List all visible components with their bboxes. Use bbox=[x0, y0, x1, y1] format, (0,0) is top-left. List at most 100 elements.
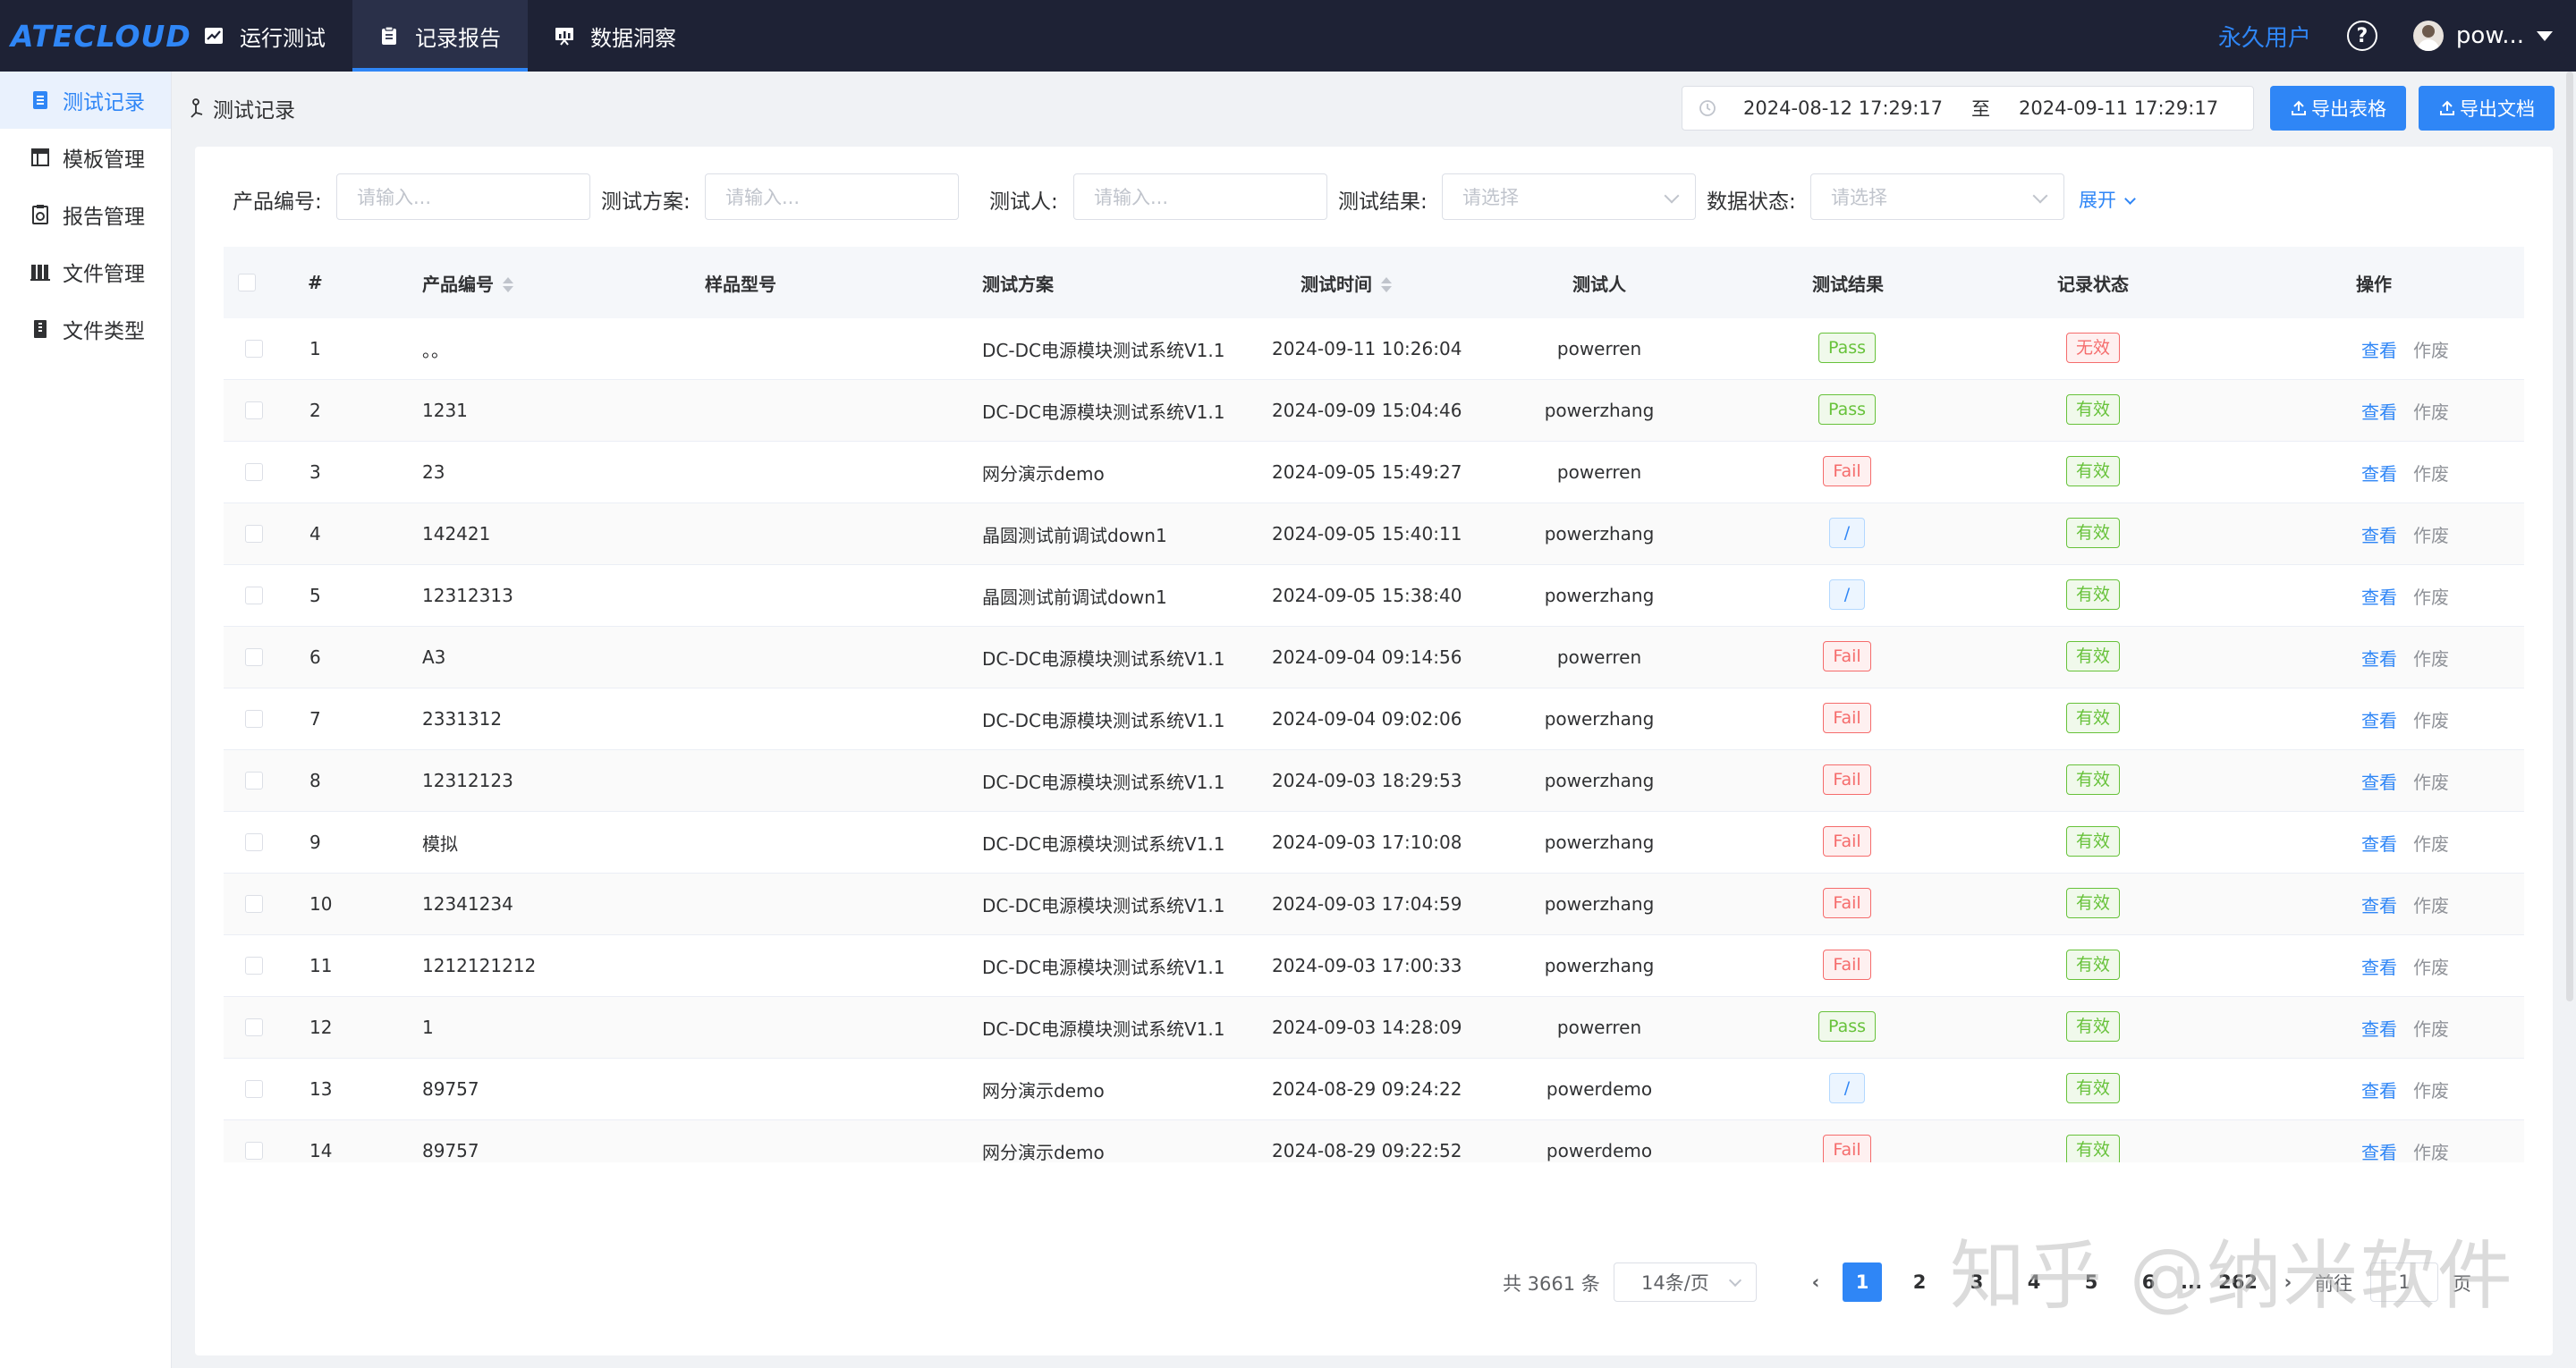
select-all-checkbox[interactable] bbox=[238, 274, 256, 291]
view-link[interactable]: 查看 bbox=[2361, 1141, 2397, 1163]
void-link[interactable]: 作废 bbox=[2413, 647, 2449, 670]
page-ellipsis[interactable]: ... bbox=[2181, 1271, 2202, 1293]
row-checkbox[interactable] bbox=[245, 957, 263, 975]
chevron-down-icon[interactable] bbox=[2537, 30, 2553, 41]
sort-icon[interactable] bbox=[503, 277, 513, 293]
table-row: 3 23 网分演示demo 2024-09-05 15:49:27 powerren Fa… bbox=[224, 442, 2524, 503]
row-checkbox[interactable] bbox=[245, 710, 263, 728]
row-index: 13 bbox=[309, 1078, 333, 1100]
row-checkbox[interactable] bbox=[245, 525, 263, 543]
row-checkbox[interactable] bbox=[245, 1142, 263, 1160]
row-checkbox[interactable] bbox=[245, 463, 263, 481]
void-link[interactable]: 作废 bbox=[2413, 1141, 2449, 1163]
expand-link[interactable]: 展开 bbox=[2079, 186, 2136, 213]
page-6[interactable]: 6 bbox=[2141, 1271, 2156, 1293]
page-2[interactable]: 2 bbox=[1912, 1271, 1927, 1293]
view-link[interactable]: 查看 bbox=[2361, 339, 2397, 361]
nav-records[interactable]: 记录报告 bbox=[352, 0, 528, 72]
row-checkbox[interactable] bbox=[245, 772, 263, 790]
page-last[interactable]: 262 bbox=[2218, 1271, 2258, 1293]
row-checkbox[interactable] bbox=[245, 1018, 263, 1036]
view-link[interactable]: 查看 bbox=[2361, 709, 2397, 731]
view-link[interactable]: 查看 bbox=[2361, 894, 2397, 916]
row-checkbox[interactable] bbox=[245, 1080, 263, 1098]
page-size-select[interactable]: 14条/页 bbox=[1614, 1262, 1757, 1302]
export-table-button[interactable]: 导出表格 bbox=[2270, 86, 2406, 131]
void-link[interactable]: 作废 bbox=[2413, 524, 2449, 546]
username[interactable]: pow... bbox=[2455, 22, 2524, 49]
date-end[interactable]: 2024-09-11 17:29:17 bbox=[2019, 97, 2219, 119]
row-test-time: 2024-09-03 18:29:53 bbox=[1272, 770, 1462, 791]
sidebar-item-reports[interactable]: 报告管理 bbox=[0, 186, 171, 243]
void-link[interactable]: 作废 bbox=[2413, 832, 2449, 855]
view-link[interactable]: 查看 bbox=[2361, 462, 2397, 485]
table-row: 1 。。 DC-DC电源模块测试系统V1.1 2024-09-11 10:26:04 p… bbox=[224, 318, 2524, 380]
nav-run-test[interactable]: 运行测试 bbox=[177, 0, 352, 72]
page-4[interactable]: 4 bbox=[2027, 1271, 2041, 1293]
view-link[interactable]: 查看 bbox=[2361, 524, 2397, 546]
sidebar: 测试记录 模板管理 报告管理 文件管理 文件类型 bbox=[0, 72, 172, 1368]
void-link[interactable]: 作废 bbox=[2413, 586, 2449, 608]
void-link[interactable]: 作废 bbox=[2413, 956, 2449, 978]
page-scrollbar[interactable] bbox=[2563, 72, 2576, 1368]
tester-input[interactable]: 请输入... bbox=[1073, 173, 1327, 220]
result-select[interactable]: 请选择 bbox=[1442, 173, 1696, 220]
view-link[interactable]: 查看 bbox=[2361, 647, 2397, 670]
goto-page-input[interactable]: 1 bbox=[2370, 1262, 2438, 1302]
export-doc-button[interactable]: 导出文档 bbox=[2419, 86, 2555, 131]
filter-bar: 产品编号: 请输入... 测试方案: 请输入... 测试人: 请输入... 测试… bbox=[195, 173, 2553, 220]
status-tag: 有效 bbox=[2066, 1135, 2121, 1162]
void-link[interactable]: 作废 bbox=[2413, 894, 2449, 916]
product-no-input[interactable]: 请输入... bbox=[336, 173, 590, 220]
void-link[interactable]: 作废 bbox=[2413, 401, 2449, 423]
page-1[interactable]: 1 bbox=[1843, 1262, 1882, 1302]
view-link[interactable]: 查看 bbox=[2361, 832, 2397, 855]
col-test-time[interactable]: 测试时间 bbox=[1301, 270, 1392, 296]
date-range-picker[interactable]: 2024-08-12 17:29:17 至 2024-09-11 17:29:1… bbox=[1682, 86, 2254, 131]
page-5[interactable]: 5 bbox=[2084, 1271, 2098, 1293]
void-link[interactable]: 作废 bbox=[2413, 709, 2449, 731]
col-test-plan: 测试方案 bbox=[982, 273, 1054, 295]
plan-input[interactable]: 请输入... bbox=[705, 173, 959, 220]
date-start[interactable]: 2024-08-12 17:29:17 bbox=[1743, 97, 1944, 119]
view-link[interactable]: 查看 bbox=[2361, 401, 2397, 423]
view-link[interactable]: 查看 bbox=[2361, 586, 2397, 608]
sidebar-item-test-records[interactable]: 测试记录 bbox=[0, 72, 171, 129]
permanent-user-link[interactable]: 永久用户 bbox=[2217, 24, 2311, 52]
sidebar-item-file-types[interactable]: 文件类型 bbox=[0, 300, 171, 358]
sidebar-item-templates[interactable]: 模板管理 bbox=[0, 129, 171, 186]
sidebar-item-files[interactable]: 文件管理 bbox=[0, 243, 171, 300]
row-product-no: 23 bbox=[422, 461, 445, 483]
view-link[interactable]: 查看 bbox=[2361, 1079, 2397, 1102]
sort-icon[interactable] bbox=[1381, 277, 1392, 293]
app-logo[interactable]: ATECLOUD bbox=[11, 18, 191, 54]
void-link[interactable]: 作废 bbox=[2413, 771, 2449, 793]
void-link[interactable]: 作废 bbox=[2413, 339, 2449, 361]
nav-insight[interactable]: 数据洞察 bbox=[528, 0, 703, 72]
row-checkbox[interactable] bbox=[245, 587, 263, 604]
page-3[interactable]: 3 bbox=[1970, 1271, 1984, 1293]
view-link[interactable]: 查看 bbox=[2361, 1018, 2397, 1040]
row-checkbox[interactable] bbox=[245, 833, 263, 851]
row-checkbox[interactable] bbox=[245, 895, 263, 913]
scrollbar-thumb[interactable] bbox=[2566, 72, 2573, 1001]
status-tag: 有效 bbox=[2066, 703, 2121, 733]
void-link[interactable]: 作废 bbox=[2413, 1079, 2449, 1102]
view-link[interactable]: 查看 bbox=[2361, 956, 2397, 978]
help-icon[interactable]: ? bbox=[2346, 21, 2377, 51]
status-select[interactable]: 请选择 bbox=[1810, 173, 2064, 220]
table-row: 4 142421 晶圆测试前调试down1 2024-09-05 15:40:11 po… bbox=[224, 503, 2524, 565]
void-link[interactable]: 作废 bbox=[2413, 462, 2449, 485]
view-link[interactable]: 查看 bbox=[2361, 771, 2397, 793]
prev-page-button[interactable]: ‹ bbox=[1811, 1271, 1820, 1293]
row-checkbox[interactable] bbox=[245, 340, 263, 358]
void-link[interactable]: 作废 bbox=[2413, 1018, 2449, 1040]
row-tester-label: powerren bbox=[1556, 461, 1642, 483]
row-tester-label: powerzhang bbox=[1544, 832, 1655, 853]
result-tag: / bbox=[1828, 1073, 1866, 1103]
avatar[interactable] bbox=[2412, 21, 2444, 51]
col-product-no[interactable]: 产品编号 bbox=[422, 270, 513, 296]
row-checkbox[interactable] bbox=[245, 648, 263, 666]
next-page-button[interactable]: › bbox=[2284, 1271, 2292, 1293]
row-checkbox[interactable] bbox=[245, 401, 263, 419]
